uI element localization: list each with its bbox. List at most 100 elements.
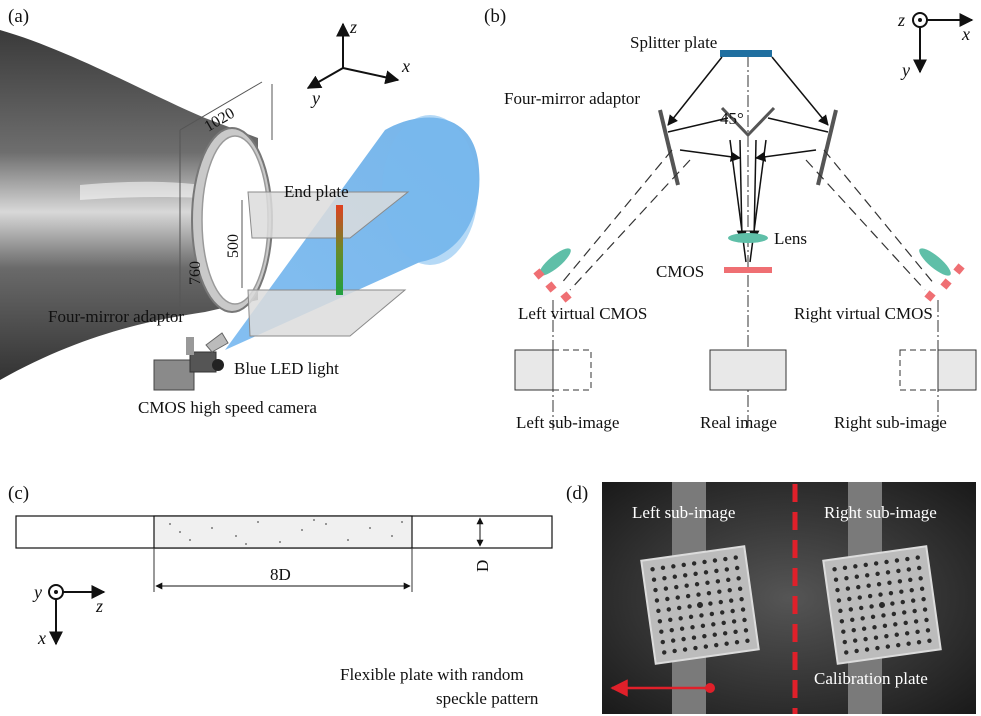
calibration-dot	[662, 650, 667, 655]
calibration-dot	[742, 617, 747, 623]
calibration-dot	[720, 610, 725, 615]
wind-tunnel-nozzle	[0, 30, 258, 380]
calibration-dot	[853, 564, 858, 569]
real-image-box	[709, 349, 787, 391]
calibration-dot	[737, 586, 743, 591]
calibration-dot	[915, 629, 920, 635]
calibration-dot	[711, 622, 716, 627]
calibration-dot	[918, 576, 923, 581]
end-plate-label: End plate	[284, 182, 349, 201]
calibration-dot	[718, 599, 723, 605]
calibration-dot	[906, 567, 912, 572]
calibration-dot	[856, 584, 861, 590]
calibration-dot	[884, 633, 889, 639]
calibration-dot	[916, 640, 922, 645]
calibration-dot	[703, 570, 709, 575]
calibration-dot	[723, 556, 728, 562]
calibration-dot	[870, 614, 876, 620]
calibration-dot	[848, 607, 854, 612]
calibration-dot	[875, 645, 880, 651]
calibration-dot	[876, 582, 882, 587]
calibration-dot	[670, 638, 676, 643]
calibration-dot	[736, 576, 741, 581]
left-sub-image-box	[514, 349, 592, 391]
calibration-dot	[863, 636, 868, 642]
calibration-dot	[665, 596, 670, 602]
calibration-dot	[902, 610, 907, 615]
calibration-dot	[730, 608, 735, 614]
calibration-dot	[669, 627, 674, 633]
calibration-dot	[678, 616, 683, 621]
calibration-dot	[709, 611, 715, 617]
calibration-dot	[735, 565, 740, 571]
calibration-dot	[715, 579, 721, 584]
panel-c: (c) 8D D y z x	[8, 483, 553, 648]
calibration-dot	[688, 614, 694, 620]
calibration-dot	[700, 623, 706, 628]
dimension-lines	[179, 81, 273, 312]
axes-b	[912, 12, 974, 74]
right-sub-image-box	[899, 349, 977, 391]
calibration-dot	[900, 599, 905, 605]
calibration-dot	[682, 647, 688, 652]
calibration-dot	[696, 592, 701, 597]
lens-right	[919, 248, 951, 276]
flex-pointer-dot	[705, 683, 715, 693]
calibration-dot	[906, 641, 911, 646]
camera-label: CMOS high speed camera	[138, 398, 317, 417]
calibration-dot	[927, 638, 932, 643]
calibration-dot	[674, 584, 679, 590]
calibration-dot	[917, 565, 922, 571]
calibration-dot	[712, 632, 717, 637]
calibration-dot	[668, 617, 673, 622]
calibration-dot	[891, 611, 897, 617]
calibration-dot	[854, 648, 859, 654]
width-label: D	[473, 560, 492, 572]
speckle-dots	[169, 519, 403, 545]
calibration-dot	[691, 561, 697, 566]
calibration-dot	[675, 595, 680, 600]
calibration-dot	[915, 555, 920, 560]
calibration-dot	[832, 567, 837, 572]
calibration-dot	[903, 620, 908, 626]
calibration-dot	[691, 635, 697, 640]
calibration-dot	[860, 616, 865, 621]
cmos-right-virtual	[924, 263, 965, 302]
cmos-label: CMOS	[656, 262, 704, 281]
calibration-dot	[683, 573, 688, 578]
calibration-dots-left	[650, 555, 750, 655]
calibration-dot	[854, 574, 860, 579]
calibration-dot	[908, 577, 913, 583]
calibration-dot	[734, 640, 740, 645]
calibration-dot	[859, 605, 864, 611]
calibration-dot	[881, 613, 886, 618]
axes-a	[306, 22, 400, 89]
four-mirror-label-a: Four-mirror adaptor	[48, 307, 184, 326]
calibration-dot	[845, 586, 851, 591]
calibration-dot	[899, 589, 904, 594]
calibration-dot	[685, 593, 691, 599]
calibration-dot	[850, 617, 855, 622]
calibration-dot	[671, 564, 676, 569]
calibration-dot	[681, 636, 686, 642]
lens-label: Lens	[774, 229, 807, 248]
calibration-dot	[885, 644, 891, 649]
calibration-dot	[885, 570, 891, 575]
calibration-dot	[873, 635, 879, 640]
calibration-dot	[896, 642, 901, 648]
calibration-dot	[660, 565, 666, 570]
calibration-dot	[739, 596, 744, 602]
calibration-dot	[650, 567, 655, 572]
calibration-dot	[702, 559, 707, 565]
calibration-dot	[693, 571, 698, 577]
calibration-dot	[727, 588, 732, 593]
calibration-dot	[694, 582, 700, 587]
calibration-dot	[705, 580, 710, 585]
calibration-dot	[672, 574, 678, 579]
calibration-dot	[839, 619, 845, 624]
calibration-dot	[745, 638, 750, 643]
calibration-dot	[690, 625, 695, 630]
calibration-dot	[656, 608, 661, 614]
calibration-dot	[657, 619, 663, 624]
